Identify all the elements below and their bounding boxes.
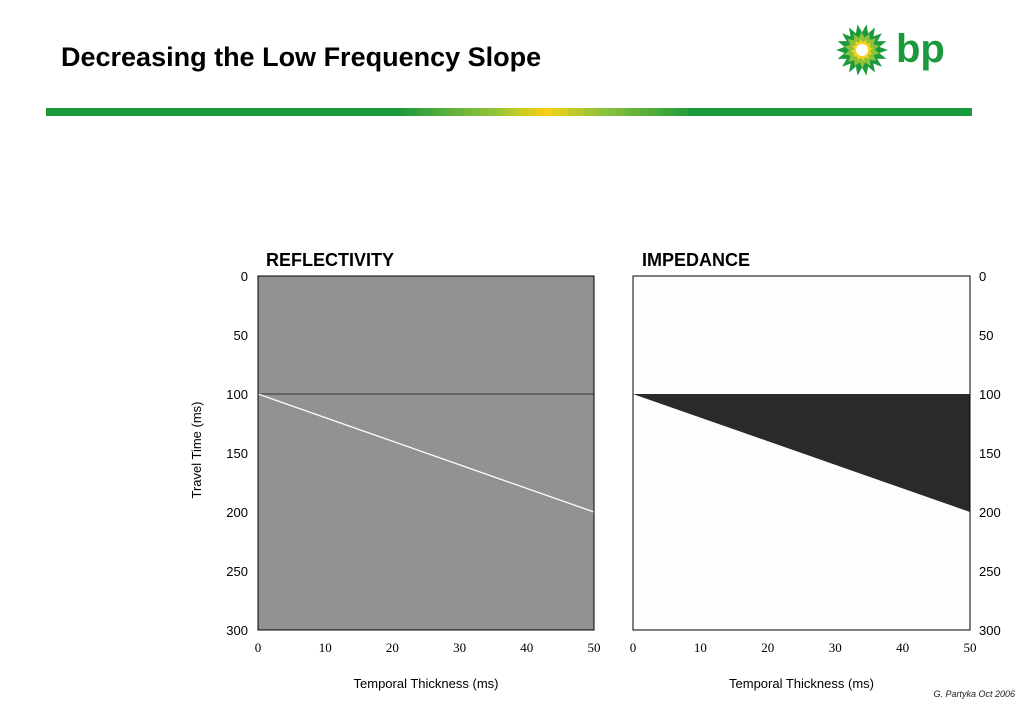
helios-sunburst-icon [836, 24, 888, 76]
logo-wordmark: bp [896, 27, 945, 71]
impedance-x-tick-label: 30 [829, 640, 842, 655]
reflectivity-y-tick-label: 100 [226, 387, 248, 402]
reflectivity-x-tick-label: 20 [386, 640, 399, 655]
impedance-x-tick-label: 20 [761, 640, 774, 655]
reflectivity-chart: REFLECTIVITY 0 50 100 150 200 250 300 0 10 20 30 40 5… [189, 250, 601, 691]
reflectivity-y-tick-label: 300 [226, 623, 248, 638]
impedance-x-axis-label: Temporal Thickness (ms) [729, 676, 874, 691]
reflectivity-y-tick-label: 250 [226, 564, 248, 579]
impedance-y-tick-label: 50 [979, 328, 993, 343]
impedance-y-tick-label: 0 [979, 269, 986, 284]
impedance-y-tick-label: 300 [979, 623, 1001, 638]
reflectivity-y-tick-label: 0 [241, 269, 248, 284]
impedance-y-tick-label: 250 [979, 564, 1001, 579]
impedance-panel-title: IMPEDANCE [642, 250, 750, 270]
impedance-plot-frame [632, 275, 971, 631]
impedance-y-tick-label: 150 [979, 446, 1001, 461]
impedance-x-tick-label: 50 [964, 640, 977, 655]
impedance-y-tick-label: 200 [979, 505, 1001, 520]
reflectivity-x-tick-label: 50 [588, 640, 601, 655]
impedance-x-tick-label: 40 [896, 640, 909, 655]
reflectivity-x-tick-label: 0 [255, 640, 262, 655]
slide-title: Decreasing the Low Frequency Slope [61, 42, 542, 72]
impedance-x-tick-label: 0 [630, 640, 637, 655]
reflectivity-y-tick-label: 150 [226, 446, 248, 461]
reflectivity-x-tick-label: 10 [319, 640, 332, 655]
reflectivity-y-tick-label: 200 [226, 505, 248, 520]
reflectivity-y-tick-label: 50 [234, 328, 248, 343]
logo-petal [868, 43, 880, 53]
reflectivity-y-axis-label: Travel Time (ms) [189, 401, 204, 498]
reflectivity-x-tick-label: 40 [520, 640, 533, 655]
bp-helios-logo: bp [836, 24, 945, 76]
header-divider [46, 108, 972, 116]
impedance-chart: IMPEDANCE 0 50 100 150 200 250 300 0 10 20 30 40 50 Te… [630, 250, 1001, 691]
impedance-wedge [633, 394, 970, 512]
impedance-x-tick-label: 10 [694, 640, 707, 655]
impedance-y-tick-label: 100 [979, 387, 1001, 402]
reflectivity-x-axis-label: Temporal Thickness (ms) [354, 676, 499, 691]
reflectivity-plot-frame [257, 275, 595, 631]
reflectivity-x-tick-label: 30 [453, 640, 466, 655]
logo-center [856, 44, 868, 56]
reflectivity-base-of-wedge-line [257, 393, 595, 513]
author-credit: G. Partyka Oct 2006 [933, 689, 1015, 699]
reflectivity-panel-title: REFLECTIVITY [266, 250, 394, 270]
